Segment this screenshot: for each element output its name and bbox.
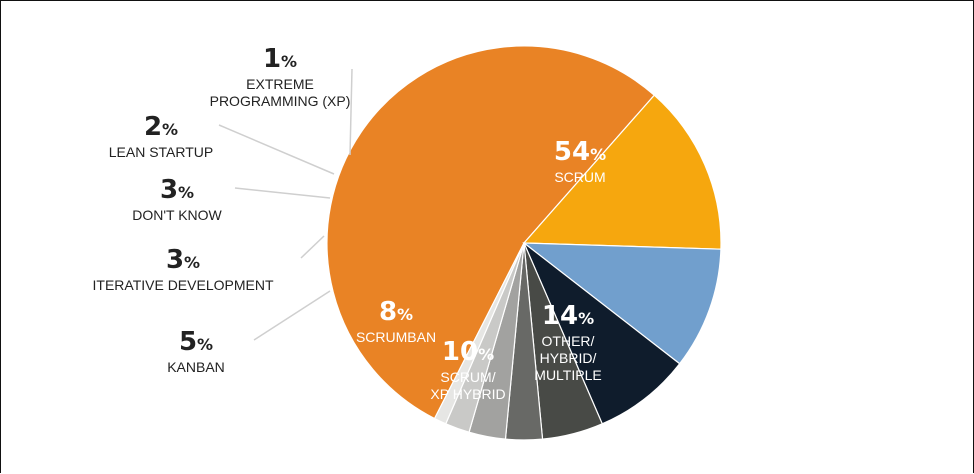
slice-label-extreme-programming-xp-line-1: EXTREME: [246, 76, 314, 92]
label-other-hybrid-multiple: 14% OTHER/HYBRID/MULTIPLE: [534, 301, 601, 383]
leader-line-extreme-programming-xp: [349, 68, 353, 156]
slice-label-iterative-development-line-1: ITERATIVE DEVELOPMENT: [93, 277, 274, 293]
slice-value-extreme-programming-xp: 1%: [263, 44, 297, 74]
slice-label-other-hybrid-multiple-line-3: MULTIPLE: [534, 367, 601, 383]
leader-line-kanban: [253, 290, 331, 341]
slice-label-extreme-programming-xp-line-2: PROGRAMMING (XP): [210, 93, 351, 109]
slice-extreme-programming-xp: [433, 242, 525, 425]
slice-label-scrumban-line-1: SCRUMBAN: [356, 329, 436, 345]
slice-label-scrum-line-1: SCRUM: [554, 169, 605, 185]
slice-value-scrum-xp-hybrid: 10%: [442, 337, 494, 367]
label-scrum: 54%SCRUM: [554, 137, 606, 185]
slice-value-kanban: 5%: [179, 327, 213, 357]
slice-label-don-t-know-line-1: DON'T KNOW: [132, 207, 222, 223]
slice-label-scrum-xp-hybrid-line-1: SCRUM/: [440, 369, 495, 385]
slice-label-other-hybrid-multiple-line-1: OTHER/: [542, 333, 595, 349]
leader-line-iterative-development: [300, 235, 325, 259]
slice-label-kanban-line-1: KANBAN: [167, 359, 225, 375]
pie-slices: [326, 45, 722, 441]
slice-value-lean-startup: 2%: [144, 112, 178, 142]
slice-scrumban: [523, 242, 681, 425]
slice-scrum-xp-hybrid: [522, 242, 722, 365]
label-scrum-xp-hybrid: 10% SCRUM/XP HYBRID: [430, 337, 505, 402]
slice-value-other-hybrid-multiple: 14%: [542, 301, 594, 331]
slice-value-don-t-know: 3%: [160, 175, 194, 205]
slice-label-lean-startup-line-1: LEAN STARTUP: [109, 144, 214, 160]
slice-label-other-hybrid-multiple-line-2: HYBRID/: [540, 350, 597, 366]
label-iterative-development: 3% ITERATIVE DEVELOPMENT: [93, 245, 274, 293]
slice-label-scrum-xp-hybrid-line-2: XP HYBRID: [430, 386, 505, 402]
slice-value-iterative-development: 3%: [166, 245, 200, 275]
label-don-t-know: 3% DON'T KNOW: [132, 175, 222, 223]
label-kanban: 5% KANBAN: [167, 327, 225, 375]
pie-labels: 54%SCRUM 14% OTHER/HYBRID/MULTIPLE 10% SCRUM…: [93, 44, 607, 402]
label-lean-startup: 2% LEAN STARTUP: [109, 112, 214, 160]
slice-other-hybrid-multiple: [522, 94, 722, 250]
leader-line-lean-startup: [218, 124, 335, 175]
slice-scrum: [326, 45, 656, 420]
leader-line-don-t-know: [234, 187, 331, 199]
